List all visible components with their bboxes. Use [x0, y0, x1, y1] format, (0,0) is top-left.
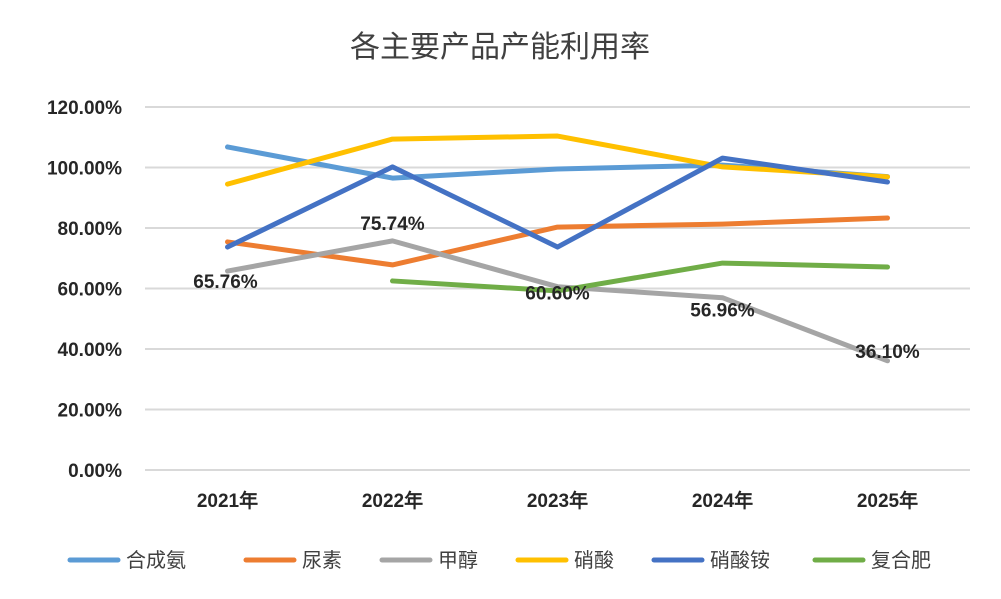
legend-label: 复合肥: [871, 549, 931, 572]
legend-label: 硝酸: [574, 549, 614, 572]
series-line-1: [225, 215, 890, 268]
data-label: 56.96%: [690, 301, 755, 322]
y-tick-label: 40.00%: [58, 340, 123, 361]
series-line-0: [225, 144, 890, 181]
series-line-3: [225, 133, 890, 187]
y-tick-label: 80.00%: [58, 219, 123, 240]
data-label: 60.60%: [525, 284, 590, 305]
data-label: 75.74%: [360, 214, 425, 235]
chart-title: 各主要产品产能利用率: [350, 31, 650, 64]
data-label: 36.10%: [855, 342, 920, 363]
y-tick-label: 120.00%: [47, 98, 122, 119]
x-tick-label: 2021年: [197, 489, 258, 512]
legend-label: 甲醇: [438, 549, 478, 572]
x-tick-label: 2023年: [527, 489, 588, 512]
legend-label: 硝酸铵: [710, 549, 770, 572]
x-tick-label: 2022年: [362, 489, 423, 512]
x-tick-label: 2024年: [692, 489, 753, 512]
y-tick-label: 100.00%: [47, 159, 122, 180]
x-tick-label: 2025年: [857, 489, 918, 512]
legend-label: 尿素: [302, 549, 342, 572]
y-tick-label: 20.00%: [58, 401, 123, 422]
legend-label: 合成氨: [126, 549, 186, 572]
series-line-5: [390, 260, 890, 294]
y-tick-label: 0.00%: [68, 461, 122, 482]
y-tick-label: 60.00%: [58, 280, 123, 301]
series-line-4: [225, 155, 890, 250]
data-label: 65.76%: [193, 272, 258, 293]
series-line-2: [225, 238, 890, 364]
